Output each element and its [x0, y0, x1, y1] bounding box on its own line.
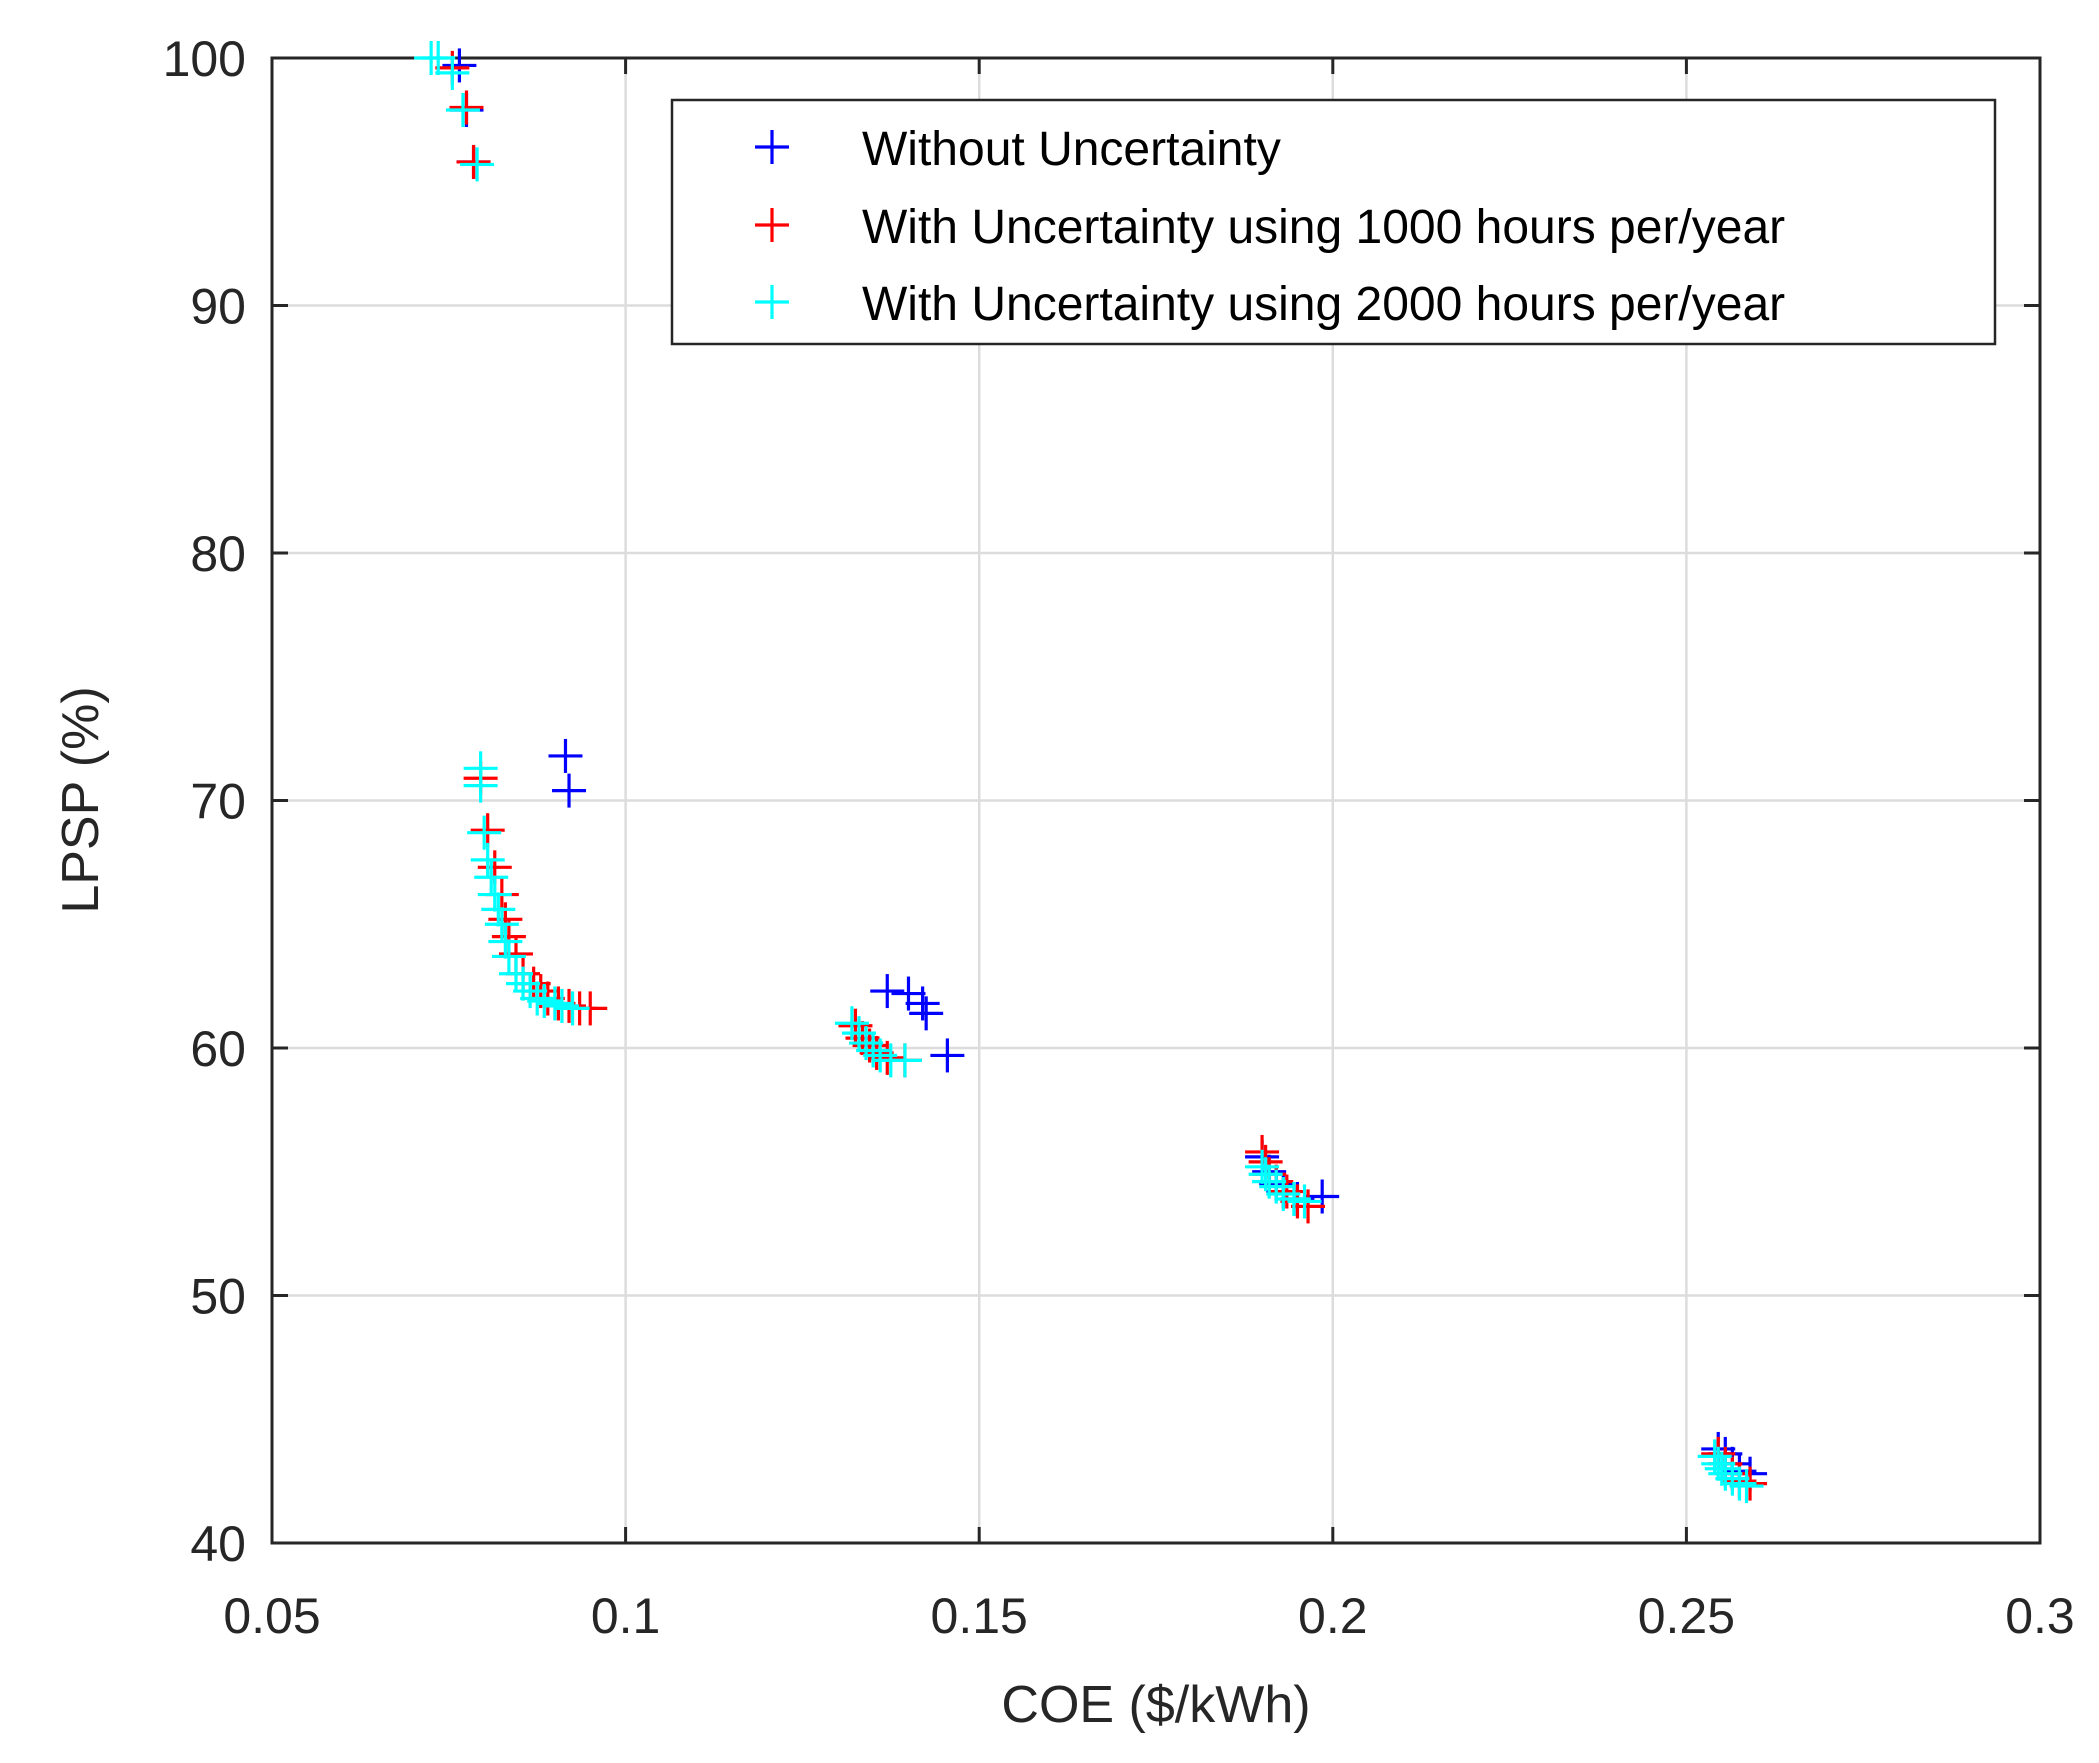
y-tick-label: 50	[190, 1269, 246, 1325]
data-point-marker	[460, 147, 495, 182]
y-tick-label: 80	[190, 526, 246, 582]
data-point-marker	[442, 48, 477, 83]
x-tick-label: 0.15	[931, 1588, 1028, 1644]
data-point-marker	[445, 92, 480, 127]
data-point-marker	[477, 877, 512, 912]
data-point-marker	[520, 981, 555, 1016]
data-point-marker	[552, 773, 587, 808]
data-point-marker	[491, 939, 526, 974]
x-axis-label: COE ($/kWh)	[1001, 1676, 1310, 1734]
data-point-marker	[449, 90, 484, 125]
x-tick-label: 0.25	[1638, 1588, 1735, 1644]
data-point-marker	[537, 986, 572, 1021]
x-tick-label: 0.2	[1298, 1588, 1368, 1644]
data-point-marker	[1245, 1149, 1280, 1184]
legend: Without Uncertainty With Uncertainty usin…	[670, 98, 1997, 346]
data-point-marker	[1291, 1189, 1326, 1224]
data-point-marker	[467, 815, 502, 850]
data-point-marker	[1729, 1469, 1764, 1504]
data-point-marker	[421, 41, 456, 75]
data-point-marker	[1259, 1169, 1294, 1204]
data-point-marker	[484, 907, 519, 942]
data-point-marker	[481, 892, 516, 927]
legend-label-3: With Uncertainty using 2000 hours per/ye…	[862, 278, 1785, 331]
data-point-marker	[463, 768, 498, 803]
data-point-marker	[1287, 1184, 1322, 1219]
data-point-marker	[456, 144, 491, 179]
y-axis-label: LPSP (%)	[52, 686, 110, 913]
data-point-marker	[887, 1043, 922, 1078]
data-point-marker	[435, 55, 470, 90]
data-point-marker	[1722, 1466, 1757, 1501]
data-point-marker	[470, 813, 505, 848]
x-tick-label: 0.1	[591, 1588, 661, 1644]
y-tick-label: 60	[190, 1021, 246, 1077]
data-point-marker	[488, 924, 523, 959]
y-tick-label: 100	[163, 31, 246, 87]
y-tick-label: 70	[190, 774, 246, 830]
y-tick-label: 40	[190, 1516, 246, 1572]
legend-label-2: With Uncertainty using 1000 hours per/ye…	[862, 201, 1785, 254]
axis-ticks: 0.05 0.1 0.15 0.2 0.25 0.3 40 50 60 70 80 90 100	[163, 31, 2075, 1644]
y-tick-label: 90	[190, 279, 246, 335]
legend-marker-1	[755, 130, 789, 164]
data-point-marker	[555, 991, 590, 1026]
data-point-marker	[1715, 1461, 1750, 1496]
data-point-marker	[870, 1040, 905, 1075]
x-tick-label: 0.3	[2005, 1588, 2075, 1644]
data-point-marker	[506, 966, 541, 1001]
data-point-marker	[909, 996, 944, 1031]
data-point-marker	[470, 842, 505, 877]
data-point-marker	[548, 738, 583, 773]
data-point-marker	[856, 1033, 891, 1068]
legend-marker-3	[755, 285, 789, 319]
x-tick-label: 0.05	[223, 1588, 320, 1644]
legend-label-1: Without Uncertainty	[862, 123, 1281, 176]
series-3	[414, 41, 1764, 1504]
legend-marker-2	[755, 208, 789, 242]
legend-box	[670, 98, 1997, 346]
data-point-marker	[474, 860, 509, 895]
data-point-marker	[870, 974, 905, 1009]
data-point-marker	[930, 1038, 965, 1073]
data-markers	[414, 41, 1768, 1504]
